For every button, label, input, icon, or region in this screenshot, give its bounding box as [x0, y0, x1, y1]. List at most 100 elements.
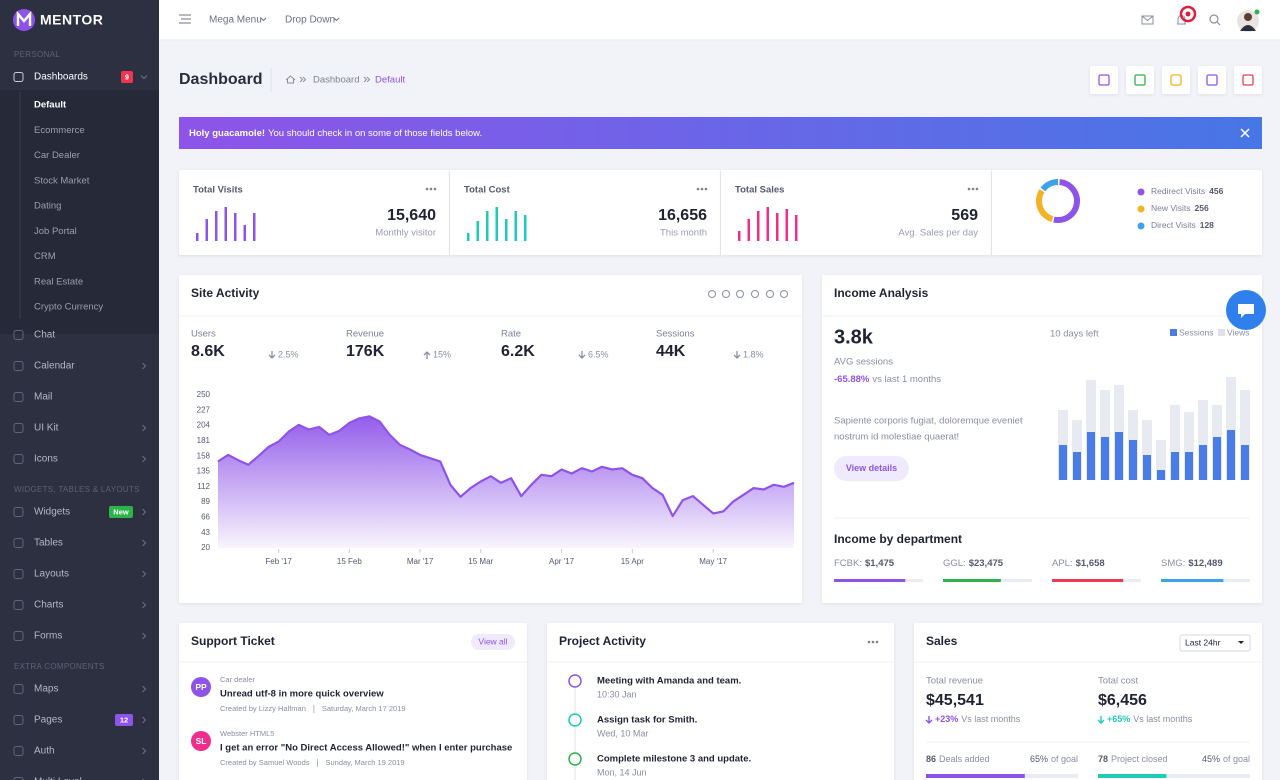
- menu-toggle[interactable]: [179, 14, 191, 24]
- card: [721, 170, 991, 255]
- chevron: [142, 716, 147, 724]
- more-dot[interactable]: [875, 640, 879, 644]
- department: FCBK: $1,475: [834, 558, 895, 569]
- mini-bar: [253, 213, 256, 241]
- more-dot[interactable]: [867, 640, 871, 644]
- toolbar-icon[interactable]: [736, 290, 744, 298]
- more-dot[interactable]: [971, 187, 975, 191]
- sidebar-section: EXTRA COMPONENTS: [14, 662, 105, 671]
- chevron: [333, 17, 340, 22]
- chevron: [142, 362, 147, 370]
- submenu-item[interactable]: Default: [34, 100, 67, 111]
- ticket-title[interactable]: I get an error "No Direct Access Allowed…: [220, 743, 512, 754]
- chevron: [142, 601, 147, 609]
- submenu-item[interactable]: Ecommerce: [34, 125, 85, 136]
- card: [179, 170, 449, 255]
- action-button[interactable]: [1090, 66, 1118, 94]
- submenu-item[interactable]: Car Dealer: [34, 150, 80, 161]
- search-icon[interactable]: [1209, 14, 1219, 24]
- more-dot[interactable]: [700, 187, 704, 191]
- menu-item[interactable]: Layouts: [34, 569, 69, 580]
- mail-icon[interactable]: [1141, 15, 1154, 25]
- top-menu[interactable]: Mega Menu: [209, 15, 262, 26]
- submenu-item[interactable]: Crypto Currency: [34, 302, 103, 313]
- ticket-date: Sunday, March 19 2019: [326, 758, 405, 767]
- activity-title: Meeting with Amanda and team.: [597, 676, 741, 687]
- menu-item[interactable]: Charts: [34, 600, 63, 611]
- progress-bar: [1098, 774, 1167, 778]
- change-text: Vs last months: [1133, 714, 1193, 724]
- action-button[interactable]: [1198, 66, 1226, 94]
- menu-item[interactable]: Tables: [34, 538, 63, 549]
- area-fill: [218, 416, 794, 548]
- action-icon: [1242, 74, 1254, 86]
- y-tick-label: 181: [197, 436, 211, 445]
- total-value: $45,541: [926, 692, 984, 709]
- menu-item[interactable]: Calendar: [34, 361, 75, 372]
- menu-item[interactable]: Widgets: [34, 507, 70, 518]
- home-icon[interactable]: [285, 75, 296, 84]
- submenu-item[interactable]: Job Portal: [34, 226, 77, 237]
- metric-change: 2.5%: [278, 349, 299, 359]
- action-button[interactable]: [1234, 66, 1262, 94]
- toolbar-icon[interactable]: [766, 290, 774, 298]
- submenu-item[interactable]: Real Estate: [34, 276, 83, 287]
- menu-icon: [13, 569, 24, 579]
- more-dot[interactable]: [425, 187, 429, 191]
- menu-item[interactable]: Auth: [34, 746, 55, 757]
- toolbar-icon[interactable]: [722, 290, 730, 298]
- menu-item[interactable]: Dashboards: [34, 72, 88, 83]
- button[interactable]: [471, 634, 515, 650]
- search-handle: [1216, 21, 1221, 26]
- menu-icon: [13, 684, 24, 694]
- chevron: [140, 75, 148, 80]
- more-dot[interactable]: [975, 187, 979, 191]
- action-button[interactable]: [1126, 66, 1154, 94]
- more-dot[interactable]: [871, 640, 875, 644]
- income-value: 3.8k: [834, 326, 874, 348]
- menu-item[interactable]: Mail: [34, 392, 52, 403]
- menu-item[interactable]: Multi Level: [34, 777, 82, 780]
- top-menu[interactable]: Drop Down: [285, 15, 335, 26]
- badge: [109, 506, 133, 518]
- avatar-head: [1244, 13, 1252, 21]
- progress-bar: [834, 579, 906, 582]
- menu-item[interactable]: Icons: [34, 454, 58, 465]
- submenu-item[interactable]: CRM: [34, 251, 56, 262]
- more-dot[interactable]: [704, 187, 708, 191]
- menu-item[interactable]: Pages: [34, 715, 62, 726]
- bar: [1240, 390, 1250, 480]
- select[interactable]: [1179, 634, 1251, 652]
- mini-bar: [205, 219, 208, 241]
- more-dot[interactable]: [696, 187, 700, 191]
- menu-item[interactable]: Maps: [34, 684, 58, 695]
- more-dot[interactable]: [967, 187, 971, 191]
- submenu-item[interactable]: Stock Market: [34, 175, 90, 186]
- trend-arrow: [733, 351, 741, 359]
- more-dot[interactable]: [433, 187, 437, 191]
- y-tick-label: 250: [197, 390, 211, 399]
- alert-strong: Holy guacamole!: [189, 128, 265, 139]
- metric-change: 1.8%: [743, 349, 764, 359]
- alert-close[interactable]: [1240, 128, 1250, 138]
- submenu-item[interactable]: Dating: [34, 201, 61, 212]
- menu-item[interactable]: Chat: [34, 330, 55, 341]
- action-button[interactable]: [1162, 66, 1190, 94]
- breadcrumb[interactable]: Dashboard: [313, 75, 359, 86]
- activity-title: Assign task for Smith.: [597, 715, 697, 726]
- toolbar-icon[interactable]: [708, 290, 716, 298]
- bar: [1226, 377, 1236, 480]
- toolbar-icon[interactable]: [751, 290, 759, 298]
- ticket-title[interactable]: Unread utf-8 in more quick overview: [220, 689, 384, 700]
- menu-icon: [13, 361, 24, 371]
- card: [179, 275, 802, 603]
- menu-item[interactable]: UI Kit: [34, 423, 59, 434]
- toolbar-icon[interactable]: [780, 290, 788, 298]
- card-title: Site Activity: [191, 286, 260, 300]
- more-dot[interactable]: [429, 187, 433, 191]
- menu-item[interactable]: Forms: [34, 631, 62, 642]
- button[interactable]: [834, 456, 909, 481]
- ticket-avatar: [191, 677, 211, 697]
- menu-icon: [13, 538, 24, 548]
- department: APL: $1,658: [1052, 558, 1105, 569]
